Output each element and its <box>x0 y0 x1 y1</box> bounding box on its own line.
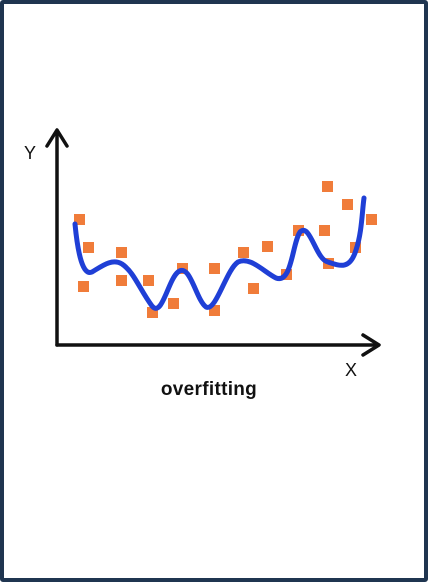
data-point <box>322 181 333 192</box>
axes: Y X <box>24 128 381 380</box>
data-point <box>83 242 94 253</box>
x-axis-arrowhead <box>361 333 381 357</box>
y-axis-arrowhead <box>45 128 69 148</box>
data-point <box>143 275 154 286</box>
data-point <box>78 281 89 292</box>
data-point <box>238 247 249 258</box>
overfitting-curve <box>72 195 367 311</box>
data-point <box>366 214 377 225</box>
data-point <box>209 305 220 316</box>
data-point <box>209 263 220 274</box>
data-points <box>74 181 377 318</box>
data-point <box>319 225 330 236</box>
data-point <box>248 283 259 294</box>
data-point <box>116 275 127 286</box>
data-point <box>168 298 179 309</box>
x-axis-label: X <box>345 360 357 380</box>
data-point <box>262 241 273 252</box>
data-point <box>116 247 127 258</box>
diagram-caption: overfitting <box>160 379 258 400</box>
data-point <box>74 214 85 225</box>
data-point <box>147 307 158 318</box>
y-axis-label: Y <box>24 143 36 163</box>
data-point <box>342 199 353 210</box>
